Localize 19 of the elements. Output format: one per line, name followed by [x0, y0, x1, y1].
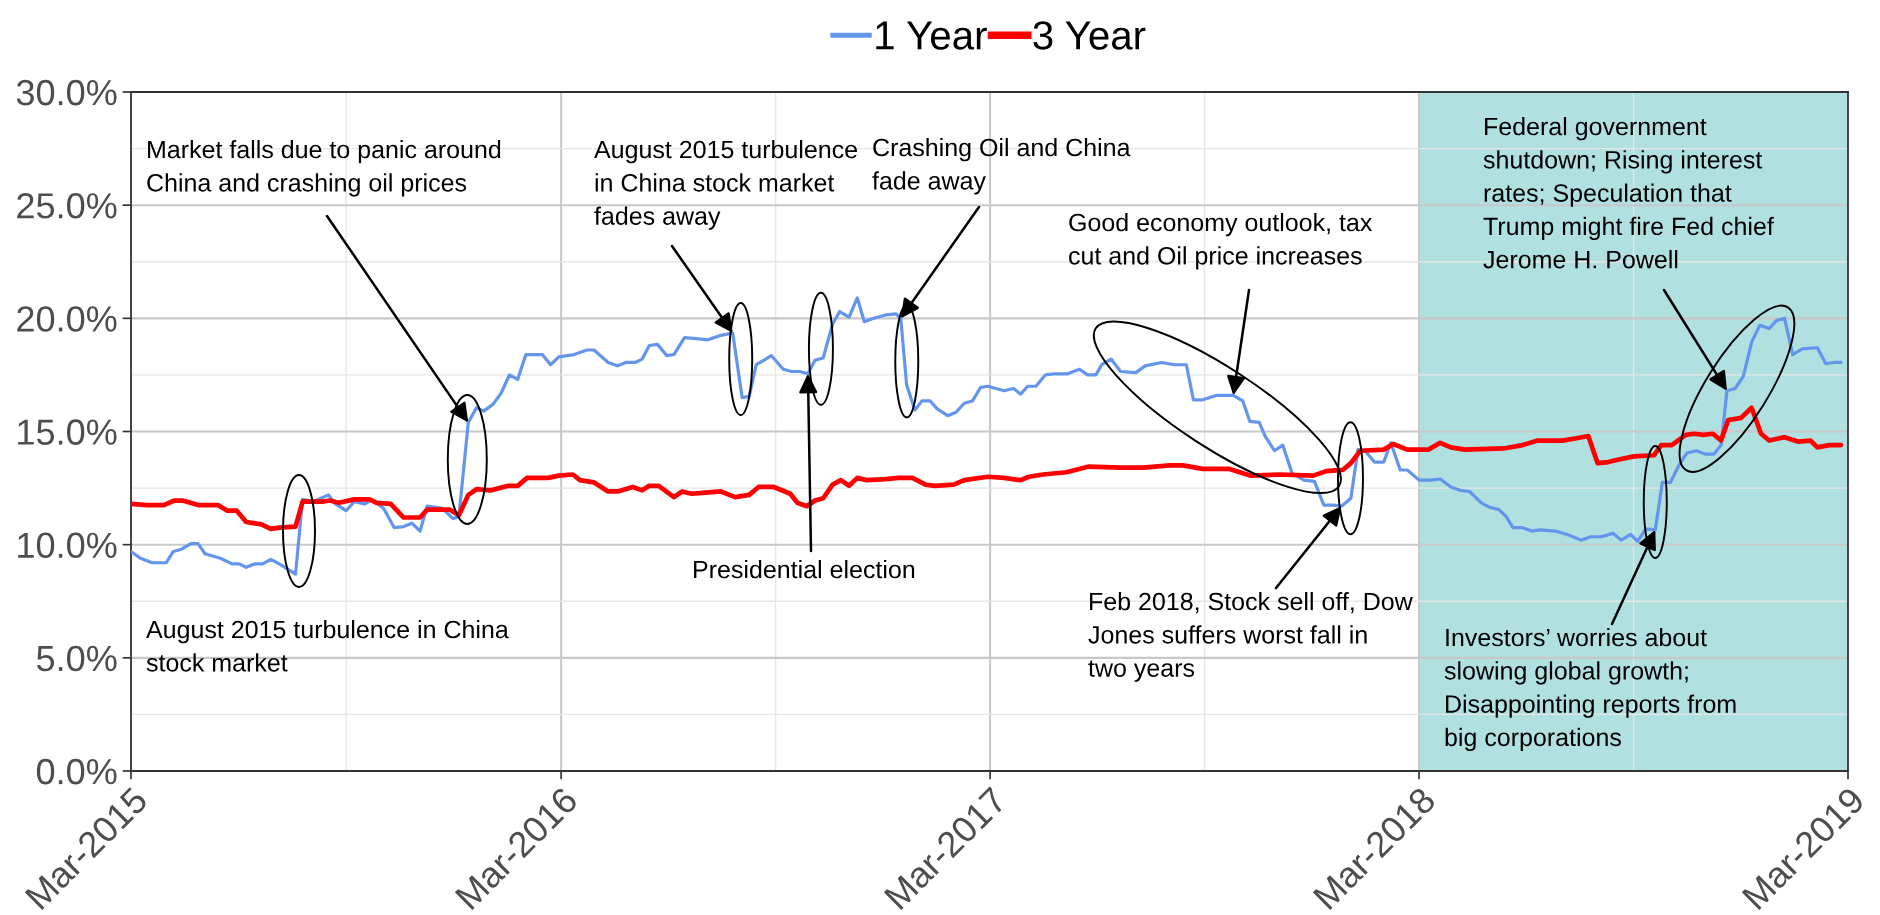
annotation: Investors’ worries about slowing global growth; Disappointing reports from big corporations [1444, 628, 1736, 752]
legend-label: 1 Year [876, 21, 987, 50]
legend-label: 3 Year [1033, 21, 1146, 50]
annotation: Federal government shutdown; Rising interest rates; Speculation that Trump might fire Fed chief Jerome H. Powell [1483, 117, 1774, 269]
annotation: Feb 2018, Stock sell off, Dow Jones suffers worst fall in two years [1088, 592, 1413, 682]
annotation: Presidential election [694, 560, 915, 579]
y-tick-label: 10.0% [18, 532, 117, 559]
y-tick-label: 15.0% [18, 419, 117, 445]
line-series [131, 405, 1844, 532]
annotation: Good economy outlook, tax cut and Oil price increases [1069, 213, 1373, 270]
annotation: August 2015 turbulence in China stock market [146, 620, 509, 672]
y-tick-label: 30.0% [16, 79, 117, 106]
y-tick-label: 20.0% [17, 306, 117, 332]
annotation: Market falls due to panic around China and crashing oil prices [147, 140, 501, 197]
y-tick-label: 5.0% [36, 645, 117, 672]
y-tick-label: 25.0% [17, 193, 117, 219]
annotation: August 2015 turbulence in China stock market fades away [594, 140, 857, 230]
annotation: Crashing Oil and China fade away [872, 138, 1131, 195]
y-tick-label: 0.0% [36, 758, 117, 785]
